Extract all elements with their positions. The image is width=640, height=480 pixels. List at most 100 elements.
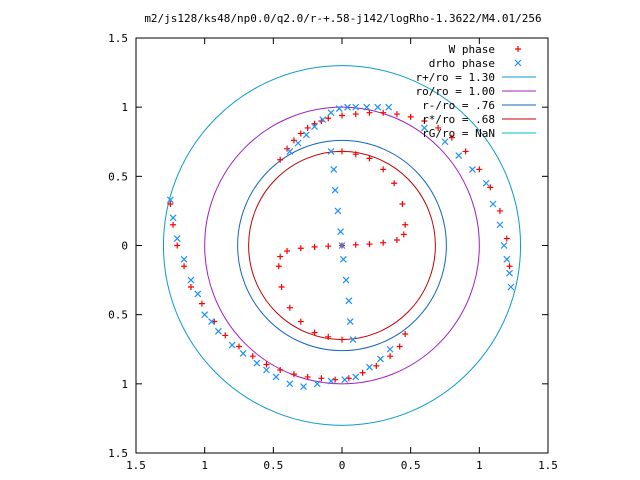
series-1-point-31 (214, 327, 222, 335)
x-tick-label-2: 0.5 (263, 459, 283, 472)
series-1-point-4 (319, 116, 327, 124)
series-1-point-40 (327, 377, 335, 385)
series-1-point-35 (263, 366, 270, 374)
series-0-point-27 (187, 284, 194, 290)
series-0-point-34 (277, 367, 284, 373)
series-0-point-69 (339, 336, 345, 343)
series-0-point-7 (325, 115, 332, 122)
x-tick-label-1: 1 (201, 459, 208, 472)
series-0-point-68 (325, 333, 332, 340)
series-0-point-62 (277, 253, 284, 260)
series-0-point-24 (170, 221, 177, 228)
series-0-point-11 (380, 109, 387, 116)
series-0-point-64 (278, 284, 285, 290)
series-0-point-41 (373, 362, 380, 369)
series-1-point-45 (386, 345, 394, 353)
series-1-point-38 (300, 383, 307, 391)
series-0-point-37 (318, 375, 325, 382)
series-0-point-14 (421, 118, 428, 124)
series-0-point-36 (304, 373, 311, 380)
circle-2 (237, 139, 447, 352)
series-0-point-19 (487, 184, 494, 191)
x-tick-label-3: 0 (339, 459, 346, 472)
series-1-point-27 (187, 276, 195, 284)
legend-label-0: W phase (449, 43, 495, 56)
series-0-point-3 (297, 130, 304, 137)
series-0-point-8 (339, 112, 345, 119)
y-tick-label-0: 1.5 (108, 447, 128, 460)
series-0-point-63 (275, 263, 282, 270)
series-0-point-9 (352, 111, 359, 118)
series-1-point-13 (441, 138, 449, 146)
series-1 (166, 103, 515, 391)
series-0-point-53 (393, 236, 400, 243)
series-1-point-56 (349, 336, 357, 343)
legend-label-4: r-/ro = .76 (422, 99, 495, 112)
series-0-point-31 (236, 343, 242, 350)
legend-label-1: drho phase (429, 57, 495, 70)
series-0-point-60 (297, 245, 304, 252)
series-1-point-51 (338, 242, 346, 249)
series-1-point-39 (313, 380, 321, 388)
series-0-point-15 (435, 124, 442, 131)
series-1-point-2 (302, 131, 310, 139)
series-1-point-3 (311, 123, 318, 130)
y-tick-label-6: 1.5 (108, 32, 128, 45)
series-1-point-55 (346, 318, 354, 326)
series-0-point-43 (396, 343, 403, 350)
legend-marker-0 (515, 46, 521, 52)
series-0-point-48 (380, 166, 387, 173)
series-1-point-7 (344, 103, 351, 111)
series-1-point-16 (482, 179, 490, 187)
series-1-point-20 (503, 255, 511, 263)
series-0-point-25 (174, 242, 181, 249)
series-1-point-1 (294, 139, 302, 147)
series-1-point-42 (352, 373, 360, 381)
series-0-point-10 (366, 109, 373, 116)
series-1-point-23 (166, 196, 174, 204)
series-0-point-55 (366, 241, 373, 248)
chart-title: m2/js128/ks48/np0.0/q2.0/r-+.58-j142/log… (144, 12, 541, 25)
series-0-point-4 (304, 124, 311, 131)
series-0-point-58 (325, 243, 332, 250)
series-0-point-59 (311, 243, 318, 250)
series-1-point-54 (345, 297, 353, 305)
series-1-point-17 (489, 200, 497, 208)
series-0-point-49 (391, 180, 398, 187)
series-1-point-21 (506, 269, 513, 277)
series-0-point-16 (448, 134, 455, 141)
series-1-point-44 (377, 355, 384, 363)
series-1-point-12 (420, 124, 428, 132)
series-1-point-33 (239, 349, 247, 357)
legend-label-5: r*/ro = .68 (422, 113, 495, 126)
series-0-point-32 (249, 353, 256, 360)
series-1-point-30 (208, 318, 215, 326)
series-1-point-10 (374, 103, 382, 111)
series-1-point-50 (337, 228, 345, 236)
series-1-point-24 (169, 214, 177, 222)
x-tick-label-5: 1 (476, 459, 483, 472)
series-0-point-0 (277, 156, 284, 163)
series-1-point-18 (496, 221, 504, 229)
series-0-point-40 (359, 369, 366, 376)
series-1-point-19 (500, 242, 508, 249)
data-series (166, 103, 515, 391)
series-0-point-47 (366, 155, 373, 162)
series-0 (167, 109, 513, 383)
series-1-point-34 (253, 359, 261, 367)
series-1-point-32 (228, 341, 236, 349)
x-tick-label-0: 1.5 (126, 459, 146, 472)
legend-label-2: r+/ro = 1.30 (416, 71, 495, 84)
x-tick-label-4: 0.5 (401, 459, 421, 472)
series-1-point-53 (342, 276, 350, 284)
series-1-point-26 (180, 255, 188, 263)
series-1-point-47 (330, 165, 338, 173)
series-1-point-28 (194, 290, 202, 298)
series-0-point-61 (284, 248, 291, 255)
series-1-point-49 (334, 207, 342, 215)
y-tick-label-1: 1 (121, 378, 128, 391)
series-0-point-13 (407, 113, 414, 120)
series-0-point-46 (352, 151, 359, 158)
series-0-point-12 (393, 111, 400, 118)
series-1-point-22 (507, 283, 515, 291)
